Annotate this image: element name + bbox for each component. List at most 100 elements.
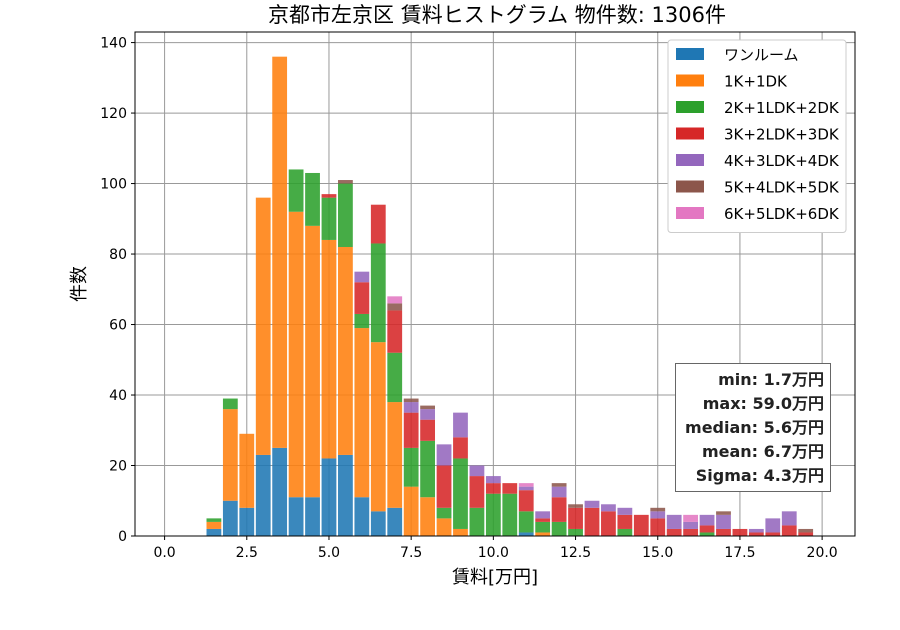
histogram-bar (650, 518, 666, 536)
histogram-bar (222, 409, 238, 501)
x-tick-label: 7.5 (400, 545, 422, 561)
histogram-bar (321, 458, 337, 536)
histogram-bar (206, 528, 222, 536)
histogram-bar (436, 507, 452, 519)
histogram-bar (338, 246, 353, 455)
histogram-bar (420, 405, 435, 410)
histogram-bar (518, 490, 534, 512)
ticks: 0.0 2.5 5.0 7.5 10.0 12.5 15.0 17.5 20.0 0 20 40 60 8… (100, 36, 837, 561)
y-tick-label: 0 (118, 529, 127, 545)
stats-mean: mean: 6.7万円 (701, 442, 824, 461)
histogram-bar (354, 313, 370, 329)
histogram-bar (403, 402, 419, 413)
histogram-bar (699, 514, 715, 526)
histogram-bar (617, 507, 633, 515)
histogram-bar (222, 398, 238, 410)
x-tick-label: 0.0 (153, 545, 175, 561)
legend-swatch (676, 101, 704, 113)
histogram-bar (650, 507, 666, 512)
histogram-bar (781, 511, 797, 526)
histogram-bar (403, 447, 419, 487)
histogram-bar (436, 518, 452, 536)
histogram-bar (748, 532, 764, 536)
histogram-bar (321, 239, 337, 459)
histogram-bar (387, 402, 403, 508)
histogram-bar (420, 419, 435, 441)
histogram-bar (387, 352, 403, 403)
histogram-bar (239, 507, 255, 536)
histogram-bar (798, 528, 814, 533)
histogram-bar (305, 497, 320, 536)
histogram-bar (305, 172, 320, 226)
legend-swatch (676, 207, 704, 219)
histogram-bar (288, 169, 304, 212)
histogram-bar (485, 483, 501, 494)
grid (135, 32, 855, 537)
histogram-bar (518, 511, 534, 533)
histogram-bar (765, 518, 781, 533)
x-tick-label: 12.5 (560, 545, 591, 561)
x-tick-label: 20.0 (807, 545, 838, 561)
y-axis-label: 件数 (69, 266, 90, 302)
histogram-bar (255, 197, 271, 455)
histogram-bar (502, 483, 518, 494)
histogram-bar (551, 486, 567, 498)
histogram-bar (535, 521, 551, 533)
histogram-bar (370, 511, 386, 536)
histogram-bar (716, 511, 731, 515)
histogram-bar (568, 504, 583, 508)
y-tick-label: 120 (100, 106, 127, 122)
histogram-bar (699, 532, 715, 536)
histogram-bar (403, 398, 419, 403)
x-tick-label: 17.5 (724, 545, 755, 561)
histogram-bar (222, 500, 238, 536)
y-tick-label: 100 (100, 177, 127, 193)
histogram-bar (650, 511, 666, 519)
histogram-bar (535, 532, 551, 536)
histogram-bar (683, 521, 699, 529)
histogram-bar (716, 528, 731, 536)
histogram-bar (354, 271, 370, 283)
histogram-bar (453, 528, 468, 536)
histogram-bar (633, 514, 649, 536)
histogram-bar (338, 454, 353, 536)
plot-frame (134, 31, 856, 537)
histogram-bar (502, 493, 518, 536)
legend-label: 4K+3LDK+4DK (724, 152, 840, 170)
histogram-bar (683, 514, 699, 522)
y-tick-label: 60 (109, 318, 127, 334)
x-tick-label: 10.0 (478, 545, 509, 561)
histogram-bar (699, 525, 715, 533)
histogram-bar (338, 180, 353, 184)
histogram-bar (272, 56, 288, 448)
histogram-bar (206, 521, 222, 529)
legend-label: 6K+5LDK+6DK (724, 205, 840, 223)
histogram-bar (568, 528, 583, 536)
legend-label: 1K+1DK (724, 73, 788, 91)
y-tick-label: 140 (100, 36, 127, 52)
histogram-bar (272, 447, 288, 536)
histogram-bar (453, 458, 468, 529)
y-tick-label: 20 (109, 459, 127, 475)
legend-label: 5K+4LDK+5DK (724, 179, 840, 197)
histogram-bar (535, 518, 551, 522)
histogram-bar (255, 454, 271, 536)
histogram-bar (666, 528, 682, 536)
histogram-bar (535, 511, 551, 519)
legend-label: 3K+2LDK+3DK (724, 126, 840, 144)
histogram-bar (288, 211, 304, 498)
legend-label: ワンルーム (724, 46, 799, 64)
legend-swatch (676, 180, 704, 193)
histogram-bar (321, 197, 337, 240)
histogram-bar (601, 511, 616, 536)
histogram-bar (338, 183, 353, 247)
stats-min: min: 1.7万円 (718, 370, 824, 389)
histogram-bar (453, 412, 468, 438)
histogram-bar (568, 507, 583, 529)
histogram-bar (781, 525, 797, 536)
histogram-bar (798, 532, 814, 536)
stats-box: min: 1.7万円 max: 59.0万円 median: 5.6万円 mea… (675, 363, 831, 492)
histogram-bar (436, 465, 452, 508)
histogram-bar (354, 282, 370, 314)
